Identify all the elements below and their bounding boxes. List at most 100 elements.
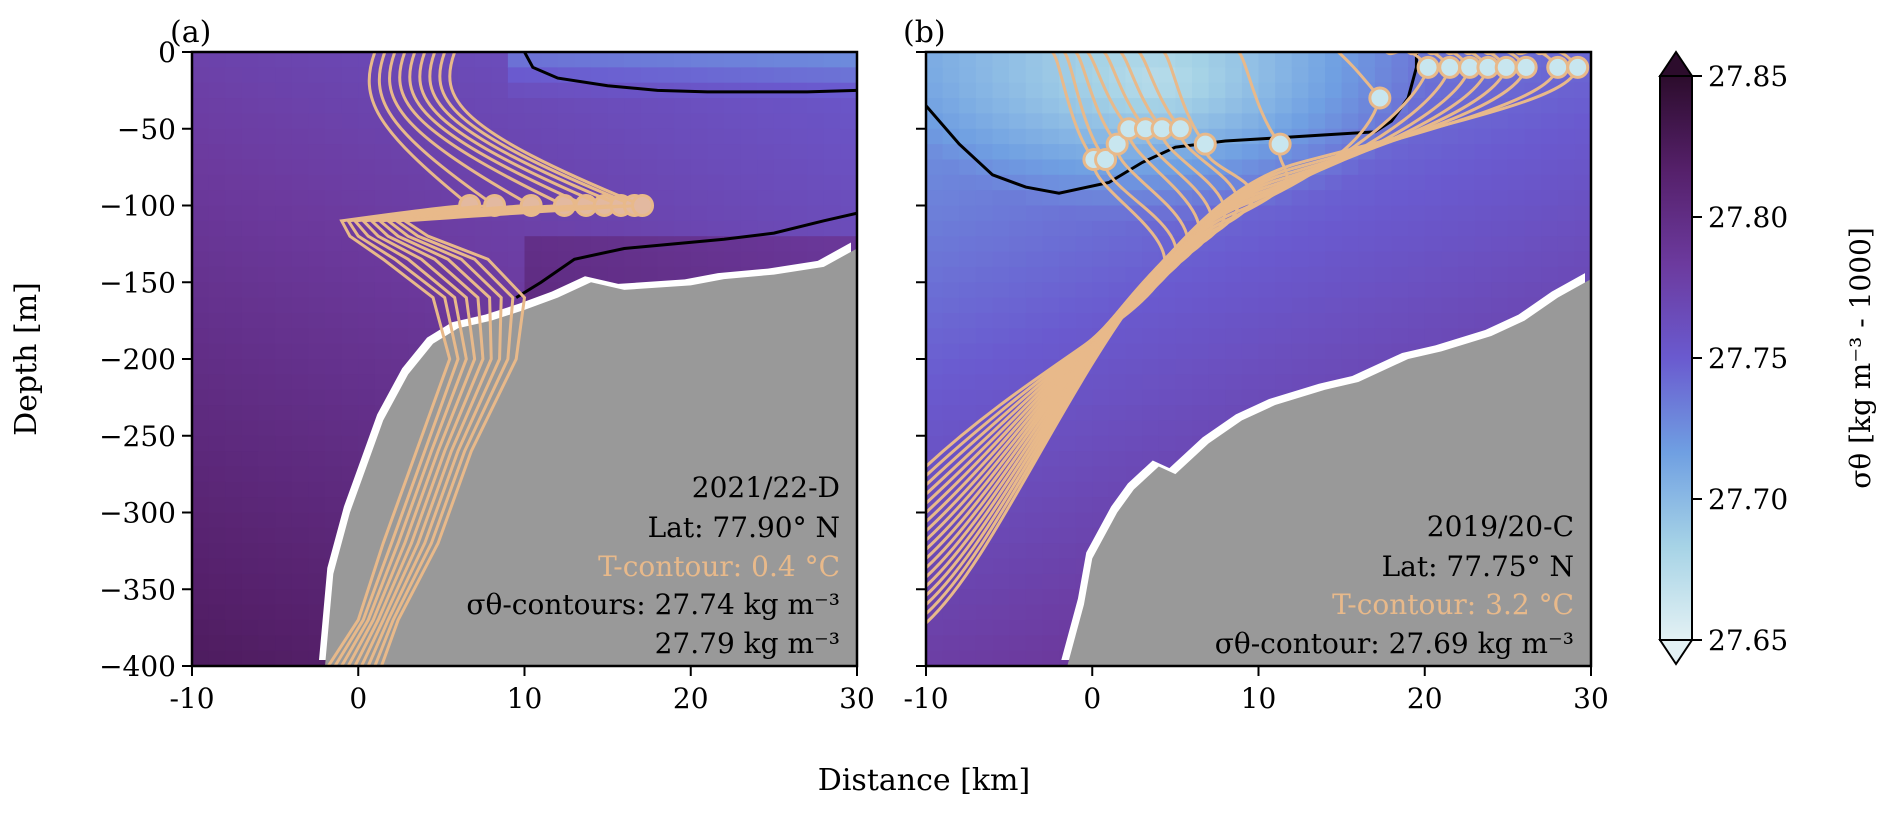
density-cell	[241, 435, 260, 452]
density-cell	[474, 113, 492, 130]
density-cell	[1092, 481, 1110, 498]
density-cell	[358, 67, 376, 84]
y-tick-label: −250	[99, 420, 176, 453]
colorbar-tick-label: 27.85	[1708, 60, 1788, 93]
density-cell	[690, 220, 708, 237]
density-cell	[1075, 220, 1093, 237]
density-cell	[225, 619, 243, 636]
density-cell	[1325, 98, 1343, 114]
density-cell	[674, 266, 692, 283]
density-cell	[1291, 328, 1309, 345]
density-cell	[975, 144, 994, 161]
density-cell	[1291, 113, 1309, 130]
density-cell	[541, 128, 559, 145]
density-cell	[1325, 128, 1343, 145]
annotation-a-line1: 2021/22-D	[692, 471, 840, 504]
density-cell	[1258, 359, 1276, 375]
density-cell	[607, 128, 625, 145]
density-cell	[1424, 205, 1442, 222]
density-cell	[1241, 220, 1260, 237]
density-cell	[1009, 527, 1027, 544]
density-cell	[1092, 389, 1110, 406]
density-cell	[992, 266, 1010, 283]
density-cell	[1042, 174, 1060, 191]
density-cell	[1458, 220, 1476, 237]
density-cell	[1025, 481, 1043, 498]
density-cell	[192, 512, 210, 529]
density-cell	[823, 190, 841, 207]
density-cell	[1025, 604, 1043, 621]
density-cell	[942, 144, 960, 161]
density-cell	[1291, 205, 1309, 222]
density-cell	[341, 113, 359, 130]
density-cell	[1341, 113, 1359, 130]
density-cell	[225, 282, 243, 299]
t-contour-start-marker	[1105, 132, 1129, 156]
density-cell	[959, 52, 977, 68]
density-cell	[1059, 466, 1077, 483]
density-cell	[975, 174, 994, 191]
density-cell	[959, 374, 977, 391]
density-cell	[1142, 374, 1160, 391]
density-cell	[341, 205, 359, 222]
density-cell	[308, 113, 326, 130]
density-cell	[1374, 52, 1393, 68]
density-cell	[192, 266, 210, 283]
density-cell	[1507, 113, 1526, 130]
density-cell	[225, 635, 243, 652]
density-cell	[1025, 558, 1043, 575]
density-cell	[1175, 266, 1193, 283]
density-cell	[225, 420, 243, 437]
density-cell	[1158, 328, 1176, 345]
density-cell	[674, 220, 692, 237]
colorbar-tick-label: 27.75	[1708, 342, 1788, 375]
density-cell	[1441, 266, 1459, 283]
density-cell	[574, 144, 592, 161]
density-cell	[225, 497, 243, 514]
density-cell	[1325, 82, 1343, 99]
annotation-b-line2: Lat: 77.75° N	[1382, 550, 1574, 583]
density-cell	[992, 589, 1010, 606]
density-cell	[507, 67, 526, 84]
density-cell	[1208, 405, 1226, 421]
density-cell	[1308, 205, 1326, 222]
density-cell	[391, 190, 409, 207]
density-cell	[1491, 266, 1509, 283]
density-cell	[258, 220, 276, 237]
density-cell	[1208, 67, 1226, 84]
y-tick-label: −100	[99, 190, 176, 223]
density-cell	[975, 297, 994, 314]
density-cell	[1225, 266, 1243, 283]
density-cell	[374, 266, 393, 283]
density-cell	[192, 359, 210, 375]
density-cell	[208, 128, 226, 145]
density-cell	[325, 435, 343, 452]
density-cell	[1059, 589, 1077, 606]
density-cell	[823, 52, 841, 68]
density-cell	[1275, 67, 1293, 84]
density-cell	[1009, 312, 1027, 329]
density-cell	[1424, 282, 1442, 299]
density-cell	[1009, 328, 1027, 345]
density-cell	[640, 128, 659, 145]
density-cell	[926, 82, 944, 99]
density-cell	[1374, 67, 1393, 84]
density-cell	[1358, 328, 1376, 345]
density-cell	[1042, 481, 1060, 498]
density-cell	[1075, 435, 1093, 452]
density-cell	[707, 220, 725, 237]
annotation-a: 2021/22-D Lat: 77.90° N T-contour: 0.4 °…	[466, 471, 840, 660]
density-cell	[926, 420, 944, 437]
density-cell	[507, 52, 526, 68]
density-cell	[690, 52, 708, 68]
density-cell	[408, 282, 426, 299]
density-cell	[208, 374, 226, 391]
density-cell	[1042, 251, 1060, 268]
density-cell	[524, 67, 542, 84]
density-cell	[1142, 389, 1160, 406]
density-cell	[1374, 174, 1393, 191]
density-cell	[325, 98, 343, 114]
density-cell	[1325, 205, 1343, 222]
density-cell	[1042, 190, 1060, 207]
density-cell	[291, 435, 309, 452]
